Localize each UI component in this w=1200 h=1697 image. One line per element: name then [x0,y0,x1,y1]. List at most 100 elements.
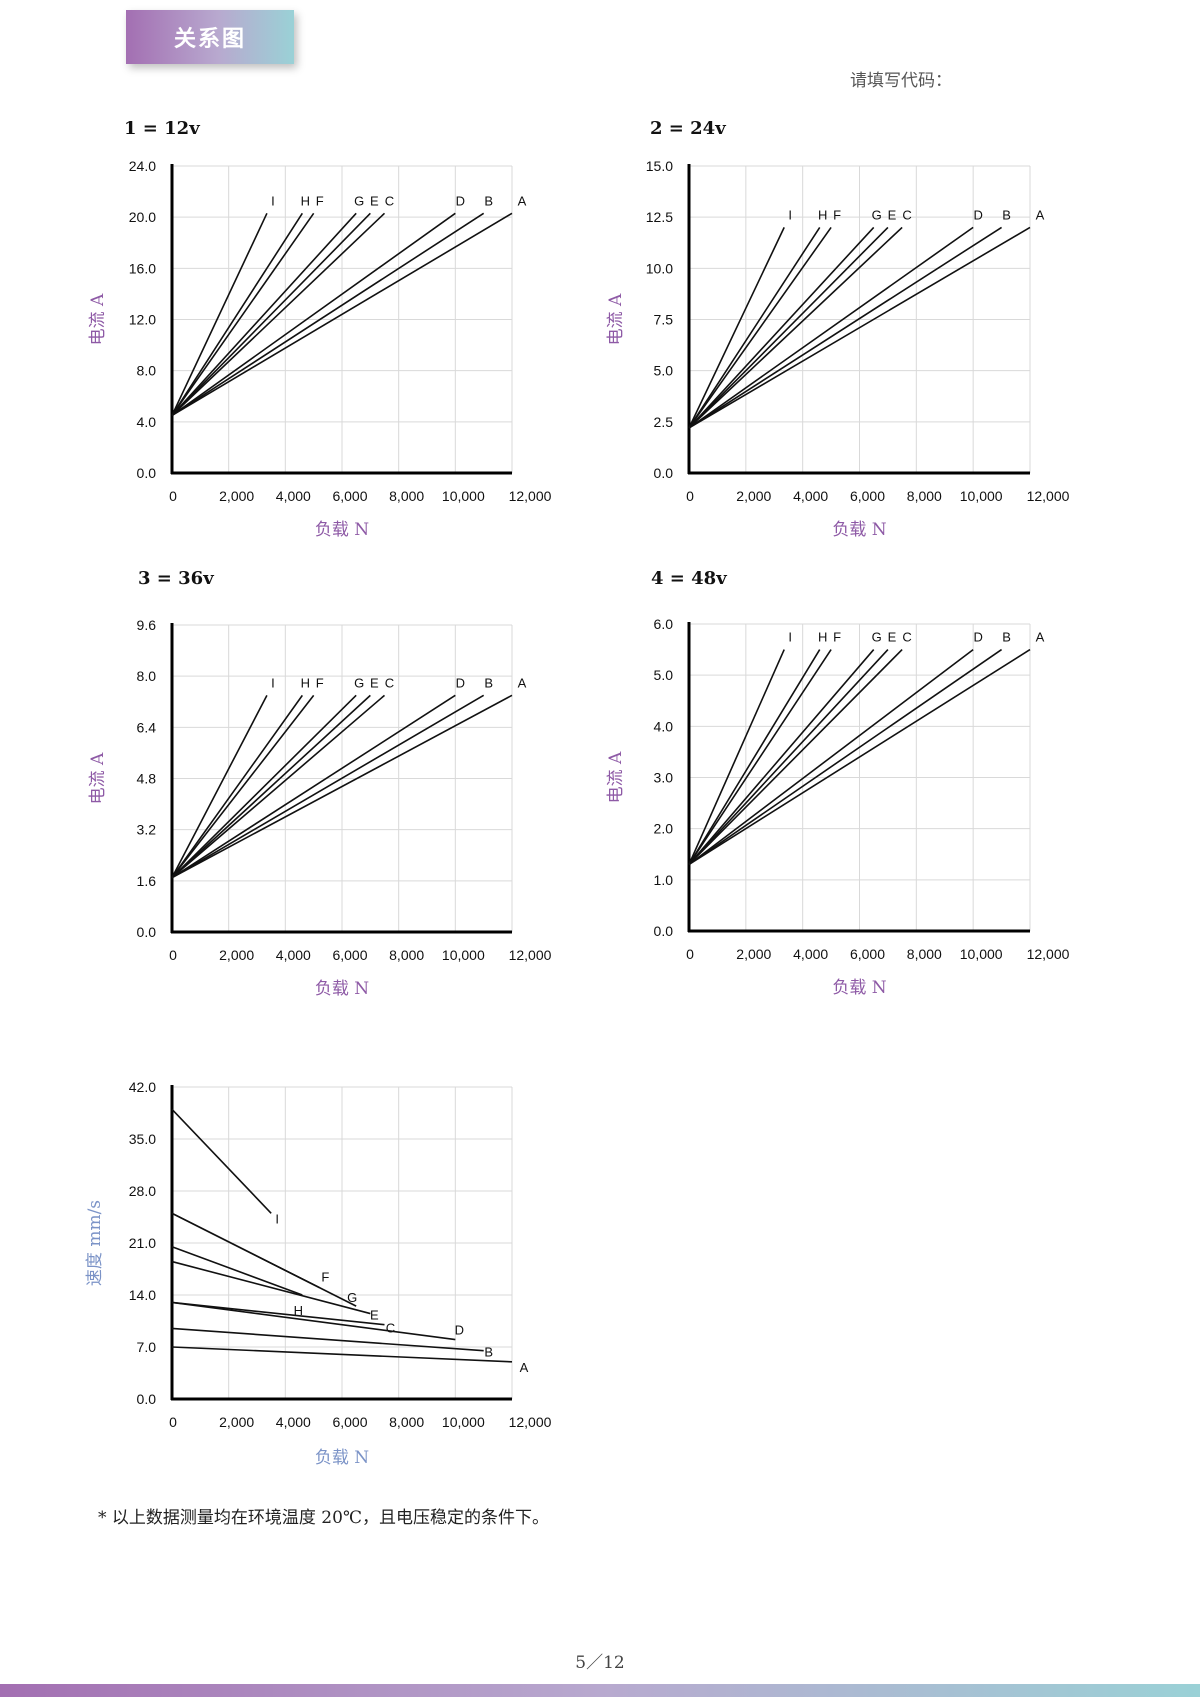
series-line-B [171,212,485,417]
series-line-C [688,649,903,866]
y-tick-label: 16.0 [129,260,156,276]
x-tick-label: 0 [686,488,694,504]
series-label-C: C [385,675,394,690]
x-tick-label: 6,000 [850,946,885,962]
x-tick-label: 6,000 [332,947,367,963]
y-tick-label: 12.5 [646,209,673,225]
y-tick-label: 8.0 [137,668,157,684]
series-line-D [171,694,456,879]
x-tick-label: 0 [169,488,177,504]
series-line-G [688,226,875,429]
y-tick-label: 42.0 [129,1079,156,1095]
y-tick-label: 21.0 [129,1235,156,1251]
x-tick-label: 6,000 [332,1414,367,1430]
y-tick-label: 15.0 [646,158,673,174]
y-tick-label: 5.0 [654,667,674,683]
series-label-B: B [1002,630,1011,645]
series-label-A: A [518,193,527,208]
series-line-D [171,1301,456,1341]
x-tick-label: 2,000 [736,488,771,504]
x-tick-label: 10,000 [442,947,485,963]
y-tick-label: 6.0 [654,616,674,632]
chart-title-48v: 4 = 48v [651,568,727,589]
x-tick-label: 4,000 [793,946,828,962]
series-line-A [171,1346,513,1363]
page-number: 5／12 [575,1653,625,1673]
chart-title-36v: 3 = 36v [138,568,214,589]
series-label-D: D [973,207,982,222]
y-tick-label: 20.0 [129,209,156,225]
x-tick-label: 4,000 [793,488,828,504]
series-line-D [171,212,456,417]
y-axis-label: 电流 A [606,293,626,345]
header-badge: 关系图 [126,10,294,64]
series-line-B [171,1327,484,1352]
y-tick-label: 14.0 [129,1287,156,1303]
series-label-H: H [818,630,827,645]
header-title: 关系图 [173,27,246,52]
series-line-I [171,694,268,879]
series-label-C: C [902,207,911,222]
y-tick-label: 10.0 [646,260,673,276]
series-label-A: A [520,1360,529,1375]
code-label: 请填写代码： [850,71,952,91]
series-label-B: B [1002,207,1011,222]
series-label-D: D [456,193,465,208]
y-tick-label: 2.5 [654,414,674,430]
series-line-A [688,226,1031,429]
series-label-I: I [271,675,275,690]
y-axis-label: 电流 A [88,752,108,804]
y-tick-label: 8.0 [137,363,157,379]
y-tick-label: 0.0 [654,465,674,481]
series-label-D: D [455,1323,464,1338]
series-label-G: G [354,675,364,690]
x-tick-label: 12,000 [1027,946,1070,962]
y-tick-label: 3.2 [137,822,157,838]
series-line-B [688,648,1003,866]
series-line-F [688,649,832,865]
chart-2: 0 2,000 4,000 6,000 8,000 10,000 12,000 0.0 1.6 3… [88,617,552,999]
series-line-F [688,226,832,429]
series-label-F: F [833,630,841,645]
series-label-E: E [370,675,379,690]
series-label-F: F [316,193,324,208]
series-label-E: E [370,1308,379,1323]
y-tick-label: 6.4 [137,719,157,735]
x-tick-label: 0 [169,1414,177,1430]
series-line-D [688,226,974,429]
x-tick-label: 2,000 [219,947,254,963]
series-line-I [171,212,268,416]
series-label-H: H [818,207,827,222]
y-tick-label: 7.0 [137,1339,157,1355]
x-tick-label: 4,000 [276,947,311,963]
y-tick-label: 0.0 [137,1391,157,1407]
series-line-A [171,694,513,879]
x-tick-label: 10,000 [442,488,485,504]
series-label-B: B [484,675,493,690]
chart-title-24v: 2 = 24v [650,118,726,139]
x-tick-label: 12,000 [509,1414,552,1430]
series-label-C: C [386,1321,395,1336]
y-tick-label: 5.0 [654,363,674,379]
series-label-G: G [347,1290,357,1305]
series-line-H [688,649,821,865]
series-label-F: F [316,675,324,690]
x-tick-label: 10,000 [960,946,1003,962]
x-tick-label: 12,000 [1027,488,1070,504]
chart-3: 0 2,000 4,000 6,000 8,000 10,000 12,000 0.0 1.0 2… [606,616,1070,998]
series-line-B [171,694,485,879]
series-line-C [171,212,386,417]
series-label-I: I [788,207,792,222]
y-tick-label: 4.0 [137,414,157,430]
x-axis-label: 负载 N [832,520,886,540]
chart-title-12v: 1 = 12v [124,118,200,139]
x-tick-label: 4,000 [276,1414,311,1430]
series-line-I [171,1108,272,1214]
series-line-E [171,1260,371,1315]
chart-1: 0 2,000 4,000 6,000 8,000 10,000 12,000 0.0 2.5 5… [606,158,1070,540]
y-axis-label: 电流 A [88,293,108,345]
series-line-G [171,694,357,879]
bottom-bar [0,1684,1200,1697]
x-tick-label: 8,000 [907,946,942,962]
